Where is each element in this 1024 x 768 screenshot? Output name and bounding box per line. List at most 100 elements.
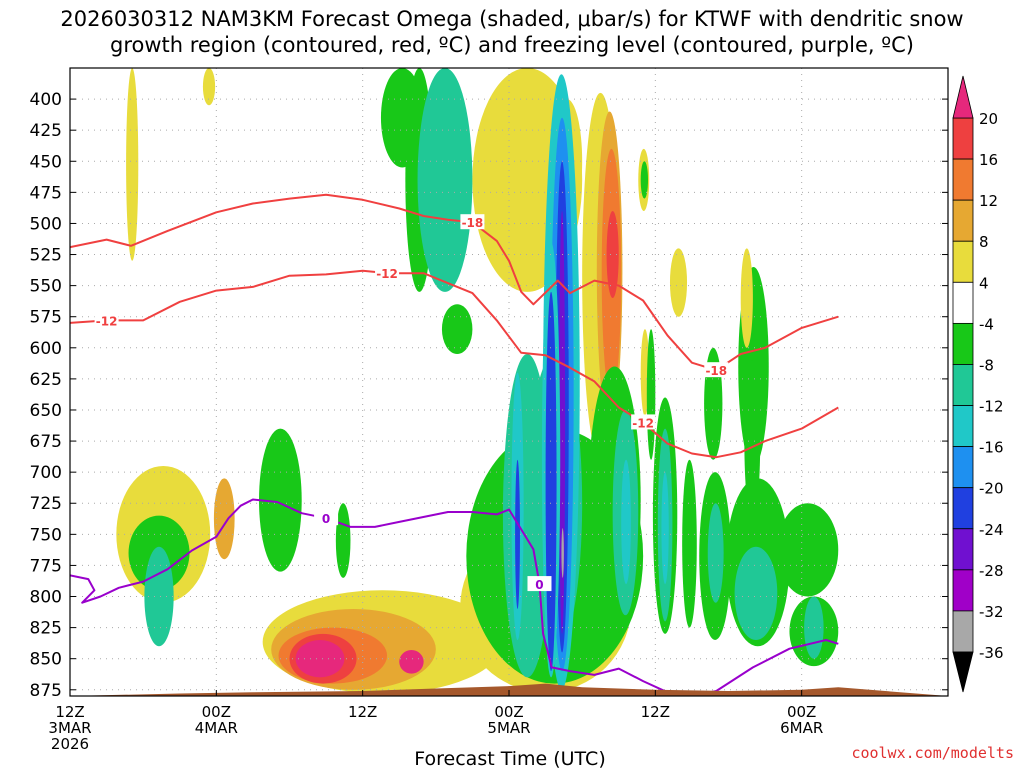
x-tick-label: 00Z xyxy=(787,703,816,721)
colorbar-label: -32 xyxy=(979,603,1004,621)
chart-title-line-1: 2026030312 NAM3KM Forecast Omega (shaded… xyxy=(60,7,964,31)
omega-colorbar: 20 16 12 8 4 -4 -8 -12 -16 -20 -24 -28 -32 -36 xyxy=(952,75,1004,693)
y-tick-label: 675 xyxy=(30,432,62,452)
colorbar-label: -28 xyxy=(979,562,1004,580)
colorbar-label: -24 xyxy=(979,521,1004,539)
colorbar-band-7 xyxy=(952,364,974,406)
colorbar-label: -20 xyxy=(979,480,1004,498)
x-tick-label: 6MAR xyxy=(780,719,823,737)
colorbar-top-arrow xyxy=(952,75,974,119)
omega-region-24 xyxy=(441,304,473,355)
colorbar-band-5 xyxy=(952,281,974,324)
y-tick-label: 450 xyxy=(30,152,62,172)
omega-region-56 xyxy=(777,503,839,597)
colorbar-band-2 xyxy=(952,158,974,201)
colorbar-band-13 xyxy=(952,610,974,653)
omega-region-32 xyxy=(561,528,564,578)
contour-label-bg xyxy=(704,362,729,378)
x-tick-label: 2026 xyxy=(51,735,89,753)
colorbar-band-3 xyxy=(952,199,974,242)
x-tick-label: 12Z xyxy=(348,703,377,721)
y-tick-label: 850 xyxy=(30,650,62,670)
terrain-ground xyxy=(70,683,948,696)
source-credit: coolwx.com/modelts xyxy=(851,744,1014,762)
omega-region-46 xyxy=(661,472,669,585)
omega-region-7 xyxy=(335,503,351,578)
omega-region-23 xyxy=(606,211,619,299)
contour-label: -18 xyxy=(462,216,484,230)
y-tick-label: 875 xyxy=(30,681,62,701)
contour-label: 0 xyxy=(535,578,543,592)
omega-region-55 xyxy=(734,546,778,641)
y-tick-label: 650 xyxy=(30,401,62,421)
x-tick-label: 12Z xyxy=(641,703,670,721)
colorbar-band-1 xyxy=(952,117,974,160)
colorbar-band-6 xyxy=(952,322,974,365)
omega-region-43 xyxy=(646,329,656,460)
x-tick-label: 00Z xyxy=(202,703,231,721)
y-tick-label: 825 xyxy=(30,619,62,639)
y-tick-label: 475 xyxy=(30,183,62,203)
colorbar-label: 4 xyxy=(979,274,989,292)
temperature-contours: -18 -18 -12 -12 -12 0 0 xyxy=(70,193,839,696)
x-tick-label: 5MAR xyxy=(487,719,530,737)
x-tick-label: 3MAR xyxy=(48,719,91,737)
y-tick-label: 700 xyxy=(30,463,62,483)
omega-region-31 xyxy=(558,211,566,634)
omega-region-38 xyxy=(640,161,649,199)
omega-region-59 xyxy=(669,248,688,317)
contour-label-bg xyxy=(94,312,119,328)
omega-region-34 xyxy=(545,291,557,672)
colorbar-band-9 xyxy=(952,446,974,489)
y-tick-label: 750 xyxy=(30,525,62,545)
omega-region-52 xyxy=(740,248,753,348)
x-tick-label: 12Z xyxy=(55,703,84,721)
contour-label-bg xyxy=(314,510,339,526)
colorbar-label: 16 xyxy=(979,151,998,169)
y-tick-label: 500 xyxy=(30,214,62,234)
contour-label: -12 xyxy=(632,416,654,430)
contour-label: -12 xyxy=(376,267,398,281)
omega-region-17 xyxy=(417,68,473,292)
colorbar-band-12 xyxy=(952,569,974,612)
y-tick-label: 625 xyxy=(30,370,62,390)
colorbar-label: -16 xyxy=(979,439,1004,457)
contour-label-bg xyxy=(527,576,552,592)
x-tick-label: 4MAR xyxy=(195,719,238,737)
y-tick-label: 525 xyxy=(30,246,62,266)
omega-region-3 xyxy=(213,478,235,560)
omega-region-50 xyxy=(707,503,724,603)
y-tick-label: 600 xyxy=(30,339,62,359)
y-tick-label: 800 xyxy=(30,588,62,608)
contour-label-bg xyxy=(375,265,400,281)
y-tick-label: 550 xyxy=(30,277,62,297)
x-tick-label: 00Z xyxy=(494,703,523,721)
contour--18-line xyxy=(70,193,839,372)
colorbar-band-4 xyxy=(952,240,974,283)
omega-region-13 xyxy=(399,649,424,674)
colorbar-label: -12 xyxy=(979,398,1004,416)
y-tick-label: 775 xyxy=(30,556,62,576)
terrain-fill xyxy=(70,683,948,696)
pressure-axis: 400 425 450 475 500 525 550 575 600 625 650 675 700 7… xyxy=(30,90,948,701)
contour-0-line xyxy=(70,498,839,696)
omega-region-42 xyxy=(621,459,631,585)
omega-region-5 xyxy=(202,68,216,106)
omega-region-36 xyxy=(515,459,520,609)
contour-label: -12 xyxy=(96,314,118,328)
omega-region-12 xyxy=(295,640,345,678)
chart-title-line-2: growth region (contoured, red, ºC) and f… xyxy=(110,33,914,57)
contour-label-bg xyxy=(460,214,485,230)
contour-label: -18 xyxy=(705,364,727,378)
contour--12-line xyxy=(70,269,839,459)
y-tick-label: 425 xyxy=(30,121,62,141)
omega-region-4 xyxy=(126,68,139,261)
colorbar-label: 8 xyxy=(979,233,989,251)
y-tick-label: 575 xyxy=(30,308,62,328)
omega-region-2 xyxy=(144,546,174,647)
colorbar-label: -8 xyxy=(979,356,994,374)
y-tick-label: 400 xyxy=(30,90,62,110)
colorbar-band-11 xyxy=(952,528,974,571)
